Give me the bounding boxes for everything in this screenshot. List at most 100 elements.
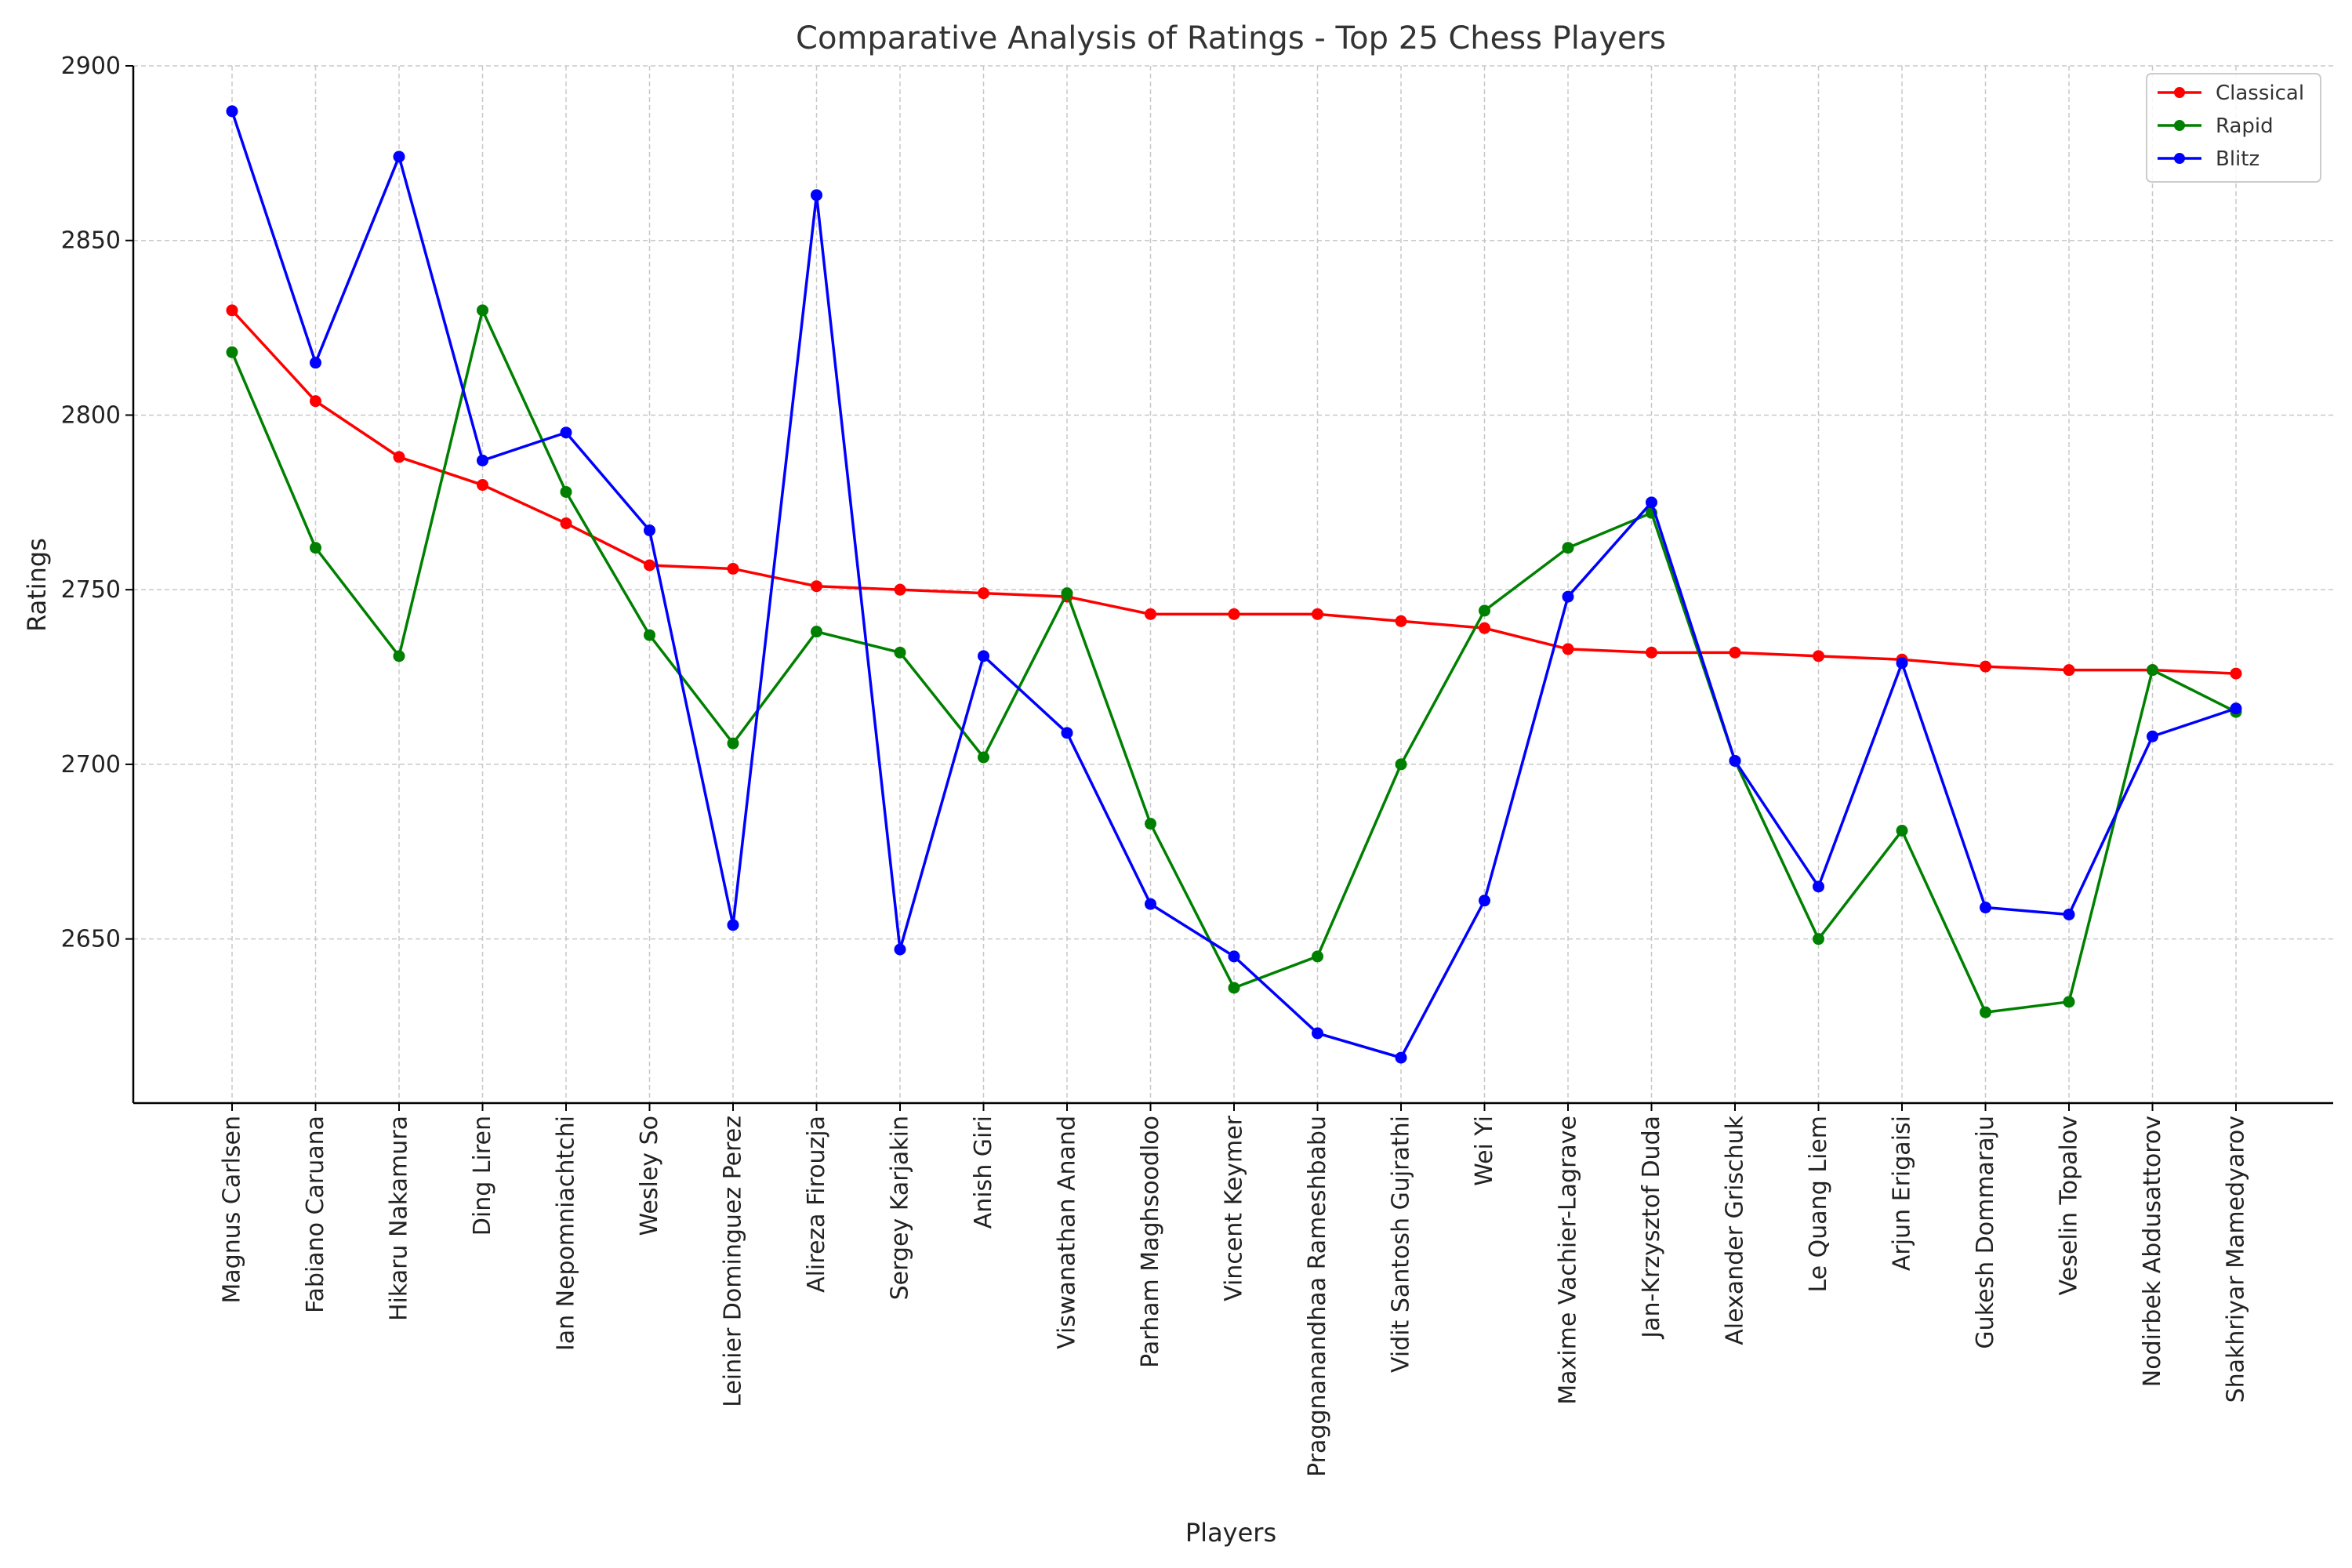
x-tick-label: Gukesh Dommaraju <box>1972 1116 1999 1349</box>
x-tick-label: Vincent Keymer <box>1221 1115 1248 1301</box>
x-tick-label: Hikaru Nakamura <box>386 1116 413 1321</box>
data-point-blitz <box>727 919 739 931</box>
data-point-blitz <box>1395 1051 1407 1064</box>
data-point-rapid <box>2147 664 2158 677</box>
data-point-rapid <box>1479 604 1490 617</box>
data-point-rapid <box>894 646 906 659</box>
data-point-blitz <box>477 454 488 466</box>
data-point-classical <box>644 559 655 572</box>
data-point-classical <box>1646 646 1657 659</box>
legend-label-rapid: Rapid <box>2216 114 2274 138</box>
x-ticks: Magnus Carlsen Fabiano Caruana Hikaru Naka… <box>219 1103 2250 1477</box>
data-point-classical <box>1980 660 1991 673</box>
legend-marker-rapid <box>2174 120 2185 131</box>
data-point-rapid <box>811 626 822 638</box>
data-point-classical <box>477 479 488 492</box>
data-point-blitz <box>1646 496 1657 509</box>
data-point-classical <box>1729 646 1741 659</box>
y-tick-label: 2850 <box>61 227 121 255</box>
data-point-rapid <box>226 346 238 358</box>
x-tick-label: Leinier Dominguez Perez <box>720 1116 747 1407</box>
y-tick-label: 2800 <box>61 401 121 429</box>
data-point-rapid <box>1145 818 1156 830</box>
x-tick-label: Fabiano Caruana <box>302 1116 329 1313</box>
data-point-rapid <box>1312 950 1323 963</box>
data-point-blitz <box>2063 908 2075 920</box>
data-point-rapid <box>477 304 488 317</box>
y-axis-label: Ratings <box>22 538 52 632</box>
data-point-rapid <box>1395 758 1407 771</box>
x-tick-label: Shakhriyar Mamedyarov <box>2223 1116 2250 1403</box>
x-tick-label: Viswanathan Anand <box>1054 1116 1081 1349</box>
legend: Classical Rapid Blitz <box>2146 73 2321 183</box>
data-point-rapid <box>2063 996 2075 1008</box>
data-point-classical <box>393 451 405 463</box>
data-point-blitz <box>560 426 572 439</box>
data-point-blitz <box>1980 902 1991 914</box>
data-point-classical <box>1479 622 1490 634</box>
data-point-blitz <box>1479 895 1490 907</box>
data-point-classical <box>978 587 989 600</box>
data-point-blitz <box>2147 730 2158 742</box>
data-point-blitz <box>978 650 989 662</box>
data-point-blitz <box>1562 590 1574 603</box>
data-point-rapid <box>1061 587 1073 600</box>
y-ticks: 2650 2700 2750 2800 2850 2900 <box>61 53 133 953</box>
data-point-classical <box>811 580 822 593</box>
legend-marker-blitz <box>2174 153 2185 164</box>
x-tick-label: Ding Liren <box>469 1116 496 1236</box>
data-point-blitz <box>1312 1027 1323 1040</box>
legend-frame <box>2146 73 2321 183</box>
data-point-blitz <box>2230 702 2242 715</box>
x-axis-label: Players <box>1185 1518 1276 1548</box>
y-tick-label: 2650 <box>61 926 121 953</box>
data-point-classical <box>1813 650 1824 662</box>
data-point-rapid <box>1896 825 1908 837</box>
x-tick-label: Parham Maghsoodloo <box>1137 1116 1164 1368</box>
x-tick-label: Alireza Firouzja <box>803 1116 830 1293</box>
grid-layer <box>133 65 2333 1103</box>
data-point-classical <box>894 583 906 596</box>
data-point-classical <box>1312 608 1323 620</box>
data-point-rapid <box>1228 982 1240 994</box>
data-point-classical <box>1562 643 1574 655</box>
x-tick-label: Veselin Topalov <box>2056 1116 2083 1295</box>
data-point-blitz <box>1896 657 1908 670</box>
chart-title: Comparative Analysis of Ratings - Top 25… <box>796 20 1666 56</box>
legend-label-classical: Classical <box>2216 82 2304 105</box>
data-point-blitz <box>811 189 822 201</box>
data-point-rapid <box>727 737 739 750</box>
data-point-rapid <box>644 629 655 641</box>
y-tick-label: 2900 <box>61 53 121 80</box>
data-point-rapid <box>978 751 989 764</box>
legend-label-blitz: Blitz <box>2216 147 2259 171</box>
x-tick-label: Arjun Erigaisi <box>1889 1116 1916 1271</box>
y-tick-label: 2700 <box>61 751 121 779</box>
data-point-classical <box>310 395 321 408</box>
data-point-blitz <box>894 943 906 956</box>
x-tick-label: Nodirbek Abdusattorov <box>2139 1116 2166 1387</box>
data-point-classical <box>1228 608 1240 620</box>
data-point-blitz <box>1061 727 1073 739</box>
data-point-blitz <box>393 151 405 163</box>
x-tick-label: Vidit Santosh Gujrathi <box>1388 1116 1415 1373</box>
x-tick-label: Maxime Vachier-Lagrave <box>1555 1116 1582 1405</box>
x-tick-label: Wei Yi <box>1471 1116 1498 1186</box>
x-tick-label: Wesley So <box>636 1116 663 1236</box>
y-tick-label: 2750 <box>61 576 121 604</box>
x-tick-label: Praggnanandhaa Rameshbabu <box>1304 1116 1331 1477</box>
data-point-rapid <box>1813 933 1824 946</box>
data-point-classical <box>2230 667 2242 680</box>
x-tick-label: Ian Nepomniachtchi <box>553 1116 580 1351</box>
data-point-blitz <box>1813 880 1824 893</box>
x-tick-label: Le Quang Liem <box>1805 1116 1832 1293</box>
data-point-rapid <box>393 650 405 662</box>
legend-marker-classical <box>2174 87 2185 98</box>
data-point-classical <box>226 304 238 317</box>
data-point-classical <box>727 562 739 575</box>
data-point-rapid <box>1562 542 1574 554</box>
data-point-classical <box>1395 615 1407 627</box>
data-point-blitz <box>1145 898 1156 910</box>
data-point-blitz <box>1729 754 1741 767</box>
